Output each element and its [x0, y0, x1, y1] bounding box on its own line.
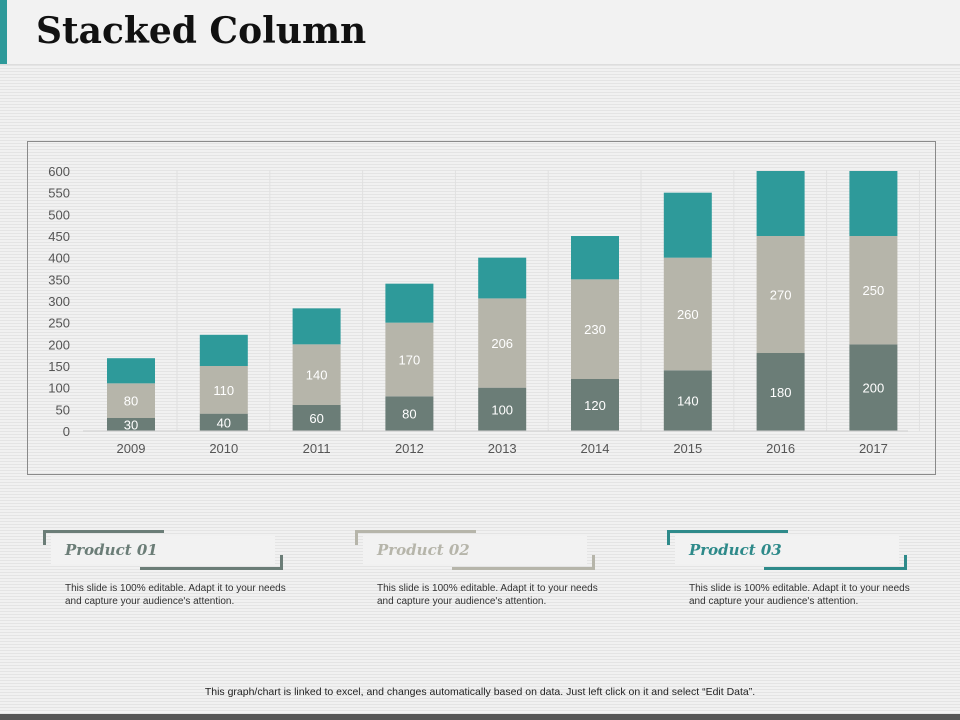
data-label: 30 — [124, 418, 138, 433]
data-label: 120 — [584, 398, 606, 413]
data-label: 60 — [309, 411, 323, 426]
product-description: This slide is 100% editable. Adapt it to… — [689, 583, 910, 607]
accent-bar — [0, 0, 7, 64]
y-tick-label: 200 — [48, 337, 70, 352]
bar-segment — [663, 192, 712, 258]
y-tick-label: 350 — [48, 272, 70, 287]
y-tick-label: 100 — [48, 381, 70, 396]
bar-segment — [199, 413, 248, 431]
y-tick-label: 300 — [48, 294, 70, 309]
x-tick-label: 2010 — [209, 441, 238, 456]
card-corner-bottom — [140, 555, 283, 570]
x-tick-label: 2016 — [766, 441, 795, 456]
card-box — [51, 536, 275, 564]
bar-segment — [385, 396, 434, 431]
card-corner-bottom — [764, 555, 907, 570]
stacked-column-chart: 0 50 100 150 200 250 300 350 400 450 500 550 600 30 80… — [27, 141, 936, 475]
bar-segment — [849, 344, 898, 431]
bar-segment — [478, 257, 527, 299]
footer-note: This graph/chart is linked to excel, and… — [204, 686, 756, 698]
bar-segment — [571, 236, 619, 280]
bar-segment — [107, 358, 155, 384]
data-label: 80 — [402, 407, 416, 422]
data-label: 40 — [217, 415, 231, 430]
card-box — [363, 536, 587, 564]
card-corner-top — [667, 530, 788, 545]
data-label: 110 — [213, 383, 234, 398]
y-tick-label: 600 — [48, 164, 70, 179]
y-tick-label: 400 — [48, 251, 70, 266]
x-tick-label: 2017 — [859, 441, 888, 456]
product-name: Product 01 — [65, 541, 158, 559]
card-corner-top — [43, 530, 164, 545]
data-label: 230 — [584, 322, 606, 337]
x-tick-label: 2014 — [581, 441, 610, 456]
product-description: This slide is 100% editable. Adapt it to… — [65, 583, 286, 607]
card-corner-top — [355, 530, 476, 545]
bar-segment — [663, 257, 712, 371]
y-tick-label: 150 — [48, 359, 70, 374]
bar-segment — [199, 366, 248, 414]
data-label: 170 — [399, 353, 421, 368]
bar-segment — [849, 236, 898, 345]
x-tick-label: 2009 — [117, 441, 146, 456]
data-label: 100 — [491, 402, 513, 417]
bar-segment — [292, 344, 341, 405]
bar-segment — [756, 353, 805, 431]
bar-segment — [663, 370, 712, 431]
x-tick-label: 2013 — [488, 441, 517, 456]
data-label: 206 — [491, 336, 513, 351]
product-description: This slide is 100% editable. Adapt it to… — [377, 583, 598, 607]
bar-segment — [385, 322, 434, 397]
bar-segment — [107, 383, 155, 418]
card-box — [675, 536, 899, 564]
data-label: 180 — [770, 385, 792, 400]
product-name: Product 02 — [377, 541, 470, 559]
data-label: 260 — [677, 307, 699, 322]
y-tick-label: 550 — [48, 186, 70, 201]
y-tick-label: 0 — [63, 424, 70, 439]
bottom-bar — [0, 714, 960, 720]
bar-segment — [385, 283, 434, 323]
data-label: 250 — [863, 283, 885, 298]
x-tick-label: 2012 — [395, 441, 424, 456]
x-tick-label: 2011 — [303, 441, 331, 456]
header: Stacked Column — [0, 0, 960, 65]
product-name: Product 03 — [689, 541, 782, 559]
bar-segment — [478, 387, 527, 431]
page-title: Stacked Column — [36, 10, 367, 52]
bar-segment — [292, 405, 341, 431]
data-label: 200 — [863, 381, 885, 396]
data-label: 140 — [306, 368, 328, 383]
data-label: 270 — [770, 288, 792, 303]
data-label: 140 — [677, 394, 699, 409]
bar-segment — [571, 279, 619, 379]
y-tick-label: 50 — [56, 402, 70, 417]
x-tick-label: 2015 — [673, 441, 702, 456]
bar-segment — [571, 379, 619, 431]
bar-segment — [478, 298, 527, 388]
bar-segment — [199, 334, 248, 366]
bar-segment — [756, 236, 805, 353]
data-label: 80 — [124, 394, 138, 409]
y-tick-label: 450 — [48, 229, 70, 244]
y-tick-label: 500 — [48, 207, 70, 222]
bar-segment — [849, 171, 898, 236]
chart-svg: 0 50 100 150 200 250 300 350 400 450 500 550 600 30 80… — [48, 164, 920, 456]
y-tick-label: 250 — [48, 316, 70, 331]
card-corner-bottom — [452, 555, 595, 570]
bar-segment — [107, 418, 155, 431]
bar-segment — [292, 308, 341, 345]
bar-segment — [756, 171, 805, 236]
